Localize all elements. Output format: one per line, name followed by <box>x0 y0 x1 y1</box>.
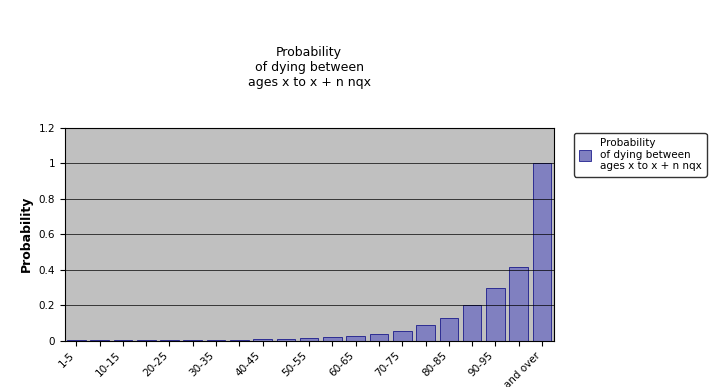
Bar <box>416 325 435 341</box>
Legend: Probability
of dying between
ages x to x + n nqx: Probability of dying between ages x to x… <box>574 133 707 176</box>
Text: Probability
of dying between
ages x to x + n nqx: Probability of dying between ages x to x… <box>247 46 371 89</box>
Bar <box>509 267 528 341</box>
Bar <box>393 331 411 341</box>
Bar <box>463 305 482 341</box>
Bar <box>533 163 551 341</box>
Bar <box>207 340 225 341</box>
Y-axis label: Probability: Probability <box>20 196 33 272</box>
Bar <box>67 340 86 341</box>
Bar <box>439 317 458 341</box>
Bar <box>230 340 249 341</box>
Bar <box>370 334 388 341</box>
Bar <box>300 338 319 341</box>
Bar <box>253 339 272 341</box>
Bar <box>486 288 505 341</box>
Bar <box>323 337 342 341</box>
Bar <box>277 339 296 341</box>
Bar <box>347 336 365 341</box>
